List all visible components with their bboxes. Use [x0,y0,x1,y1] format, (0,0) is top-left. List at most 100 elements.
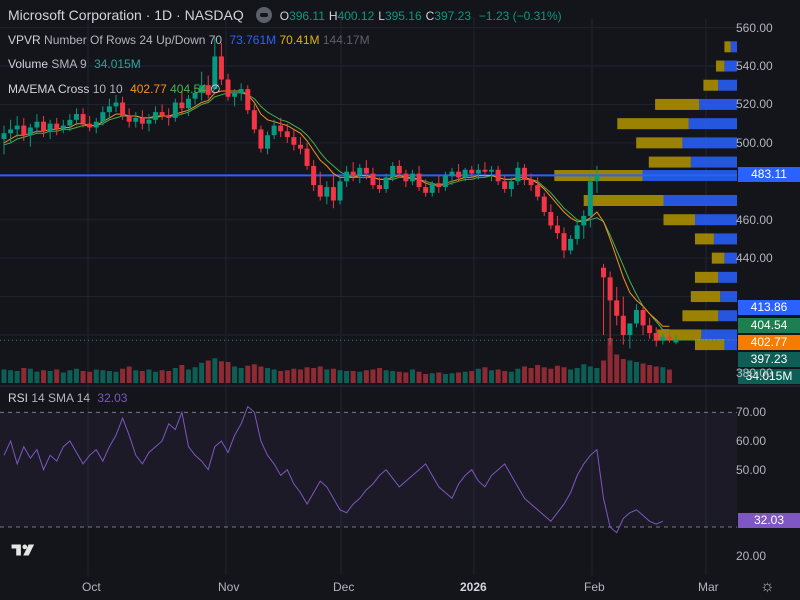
time-axis-label: Feb [584,580,605,594]
symbol-header[interactable]: Microsoft Corporation · 1D · NASDAQ O396.… [8,7,562,24]
candle [60,119,66,134]
vp-row-down [695,339,725,351]
candle-body [251,110,257,130]
volume-bar [633,362,639,383]
hidden-icon[interactable]: ∅ [210,82,221,96]
candle [284,123,290,143]
symbol-name[interactable]: Microsoft Corporation · 1D · NASDAQ [8,7,244,23]
candle [462,167,468,182]
eye-icon[interactable] [255,7,272,24]
candle [100,106,106,126]
candle [377,177,383,193]
volume-bar [601,360,607,383]
vp-row-up [718,310,737,322]
vp-row-down [716,60,725,72]
volume-bar [357,371,363,383]
volume-bar [159,370,165,383]
price-axis-label: 440.00 [736,251,773,266]
candle [205,75,211,99]
candle-body [581,215,587,226]
candle [47,119,53,140]
candle [627,323,633,349]
candle-body [34,121,40,128]
candle-body [291,137,297,145]
volume-bar [403,372,409,383]
candle [574,219,580,245]
time-axis-label: Oct [82,580,101,594]
candle [357,164,363,184]
volume-bar [179,365,185,383]
volume-bar [528,368,534,383]
volume-value: 34.015M [94,57,141,71]
price-axis-label: 540.00 [736,59,773,74]
candle [172,98,178,122]
candle [245,85,251,115]
volume-bar [330,368,336,383]
candle [350,162,356,182]
vpvr-params: Number Of Rows 24 Up/Down 70 [44,33,223,47]
volume-bar [113,371,119,383]
candle [469,165,475,178]
price-axis-label: 560.00 [736,20,773,35]
volume-bar [251,364,257,383]
candle-body [535,185,541,197]
candle-body [271,125,277,136]
vpvr-legend[interactable]: VPVR Number Of Rows 24 Up/Down 70 73.761… [8,33,370,47]
volume-bar [647,365,653,383]
candle [390,162,396,182]
candle-body [350,171,356,176]
candle [363,160,369,180]
candle-body [54,123,60,130]
volume-bar [416,371,422,383]
candle [153,106,159,124]
candle-body [508,181,514,189]
vp-row-up [688,118,737,130]
candle [647,317,653,339]
volume-bar [574,368,580,383]
candle-body [8,129,14,134]
volume-bar [449,373,455,383]
settings-gear-icon[interactable]: ☼ [760,578,775,595]
price-axis-label: 500.00 [736,135,773,150]
vp-row-up [713,233,737,245]
volume-bar [587,366,593,383]
candle [548,204,554,230]
candle [521,164,527,186]
volume-bar [8,370,14,383]
volume-legend[interactable]: Volume SMA 9 34.015M [8,57,141,71]
volume-bar [377,368,383,383]
volume-bar [548,368,554,383]
candle [212,37,218,90]
candle [528,173,534,191]
candle [67,114,73,132]
candle [370,167,376,189]
volume-bar [508,371,514,383]
candle [568,235,574,255]
candle-body [153,112,159,120]
candle [73,108,79,126]
rsi-axis-label: 60.00 [736,434,767,448]
candle-body [462,169,468,178]
candle-body [554,225,560,234]
vpvr-down-value: 70.41M [279,33,320,47]
ma-legend[interactable]: MA/EMA Cross 10 10 402.77 404.54 ∅ [8,82,221,96]
vp-row-down [695,271,719,283]
candle-body [166,115,172,118]
volume-bar [120,368,126,383]
tradingview-logo-icon[interactable] [10,541,38,559]
candle-body [614,300,620,316]
candle-body [528,179,534,186]
candle-body [113,102,119,107]
candle-body [14,125,20,130]
volume-bar [475,368,481,383]
candle-body [330,187,336,201]
candle [251,104,257,134]
volume-bar [139,371,145,383]
candle-body [60,125,66,130]
rsi-band [0,412,737,527]
rsi-axis-label: 20.00 [736,548,767,563]
candle-body [317,185,323,197]
rsi-legend[interactable]: RSI 14 SMA 14 32.03 [8,391,127,405]
